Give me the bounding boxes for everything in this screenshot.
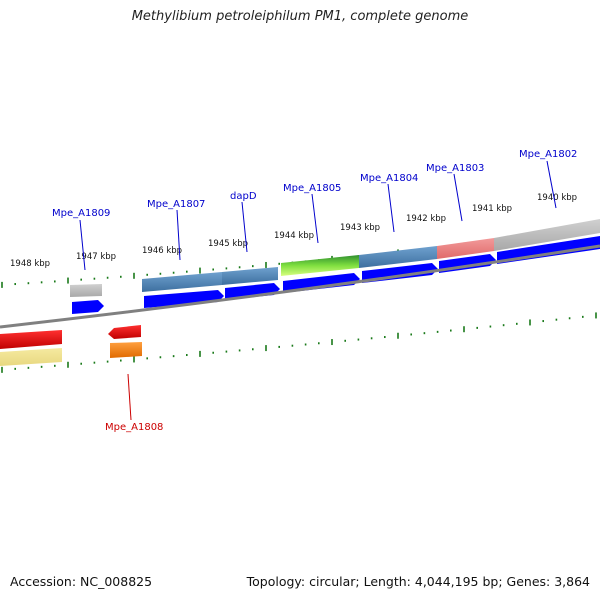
lower-scale-ticks — [1, 312, 597, 373]
kbp-label-1943: 1943 kbp — [340, 223, 380, 233]
gene-labels: Mpe_A1809 Mpe_A1807 dapD Mpe_A1805 Mpe_A… — [52, 149, 577, 433]
kbp-label-1941: 1941 kbp — [472, 204, 512, 214]
gene-bar-mpe-a1802 — [494, 219, 600, 251]
gene-label-mpe-a1805: Mpe_A1805 — [283, 183, 341, 194]
gene-label-mpe-a1808: Mpe_A1808 — [105, 422, 163, 433]
kbp-label-1942: 1942 kbp — [406, 214, 446, 224]
gene-bar-mpe-a1807 — [142, 272, 222, 292]
accession-text: Accession: NC_008825 — [10, 574, 153, 589]
gene-bar-mpe-a1803 — [437, 238, 494, 259]
cds-arrow-mpe-a1809 — [72, 300, 104, 314]
gene-label-dapd: dapD — [230, 191, 257, 202]
gene-label-mpe-a1804: Mpe_A1804 — [360, 173, 418, 184]
cds-arrow-mpe-a1808 — [108, 325, 141, 339]
kbp-label-1948: 1948 kbp — [10, 259, 50, 269]
gene-bar-reverse-left — [0, 330, 62, 349]
gene-label-mpe-a1803: Mpe_A1803 — [426, 163, 484, 174]
kbp-label-1945: 1945 kbp — [208, 239, 248, 249]
gene-bar-dapd — [222, 267, 278, 285]
kbp-label-1946: 1946 kbp — [142, 246, 182, 256]
kbp-label-1947: 1947 kbp — [76, 252, 116, 262]
gene-bar-mpe-a1809 — [70, 284, 102, 297]
kbp-labels: 1948 kbp 1947 kbp 1946 kbp 1945 kbp 1944… — [10, 193, 577, 269]
gene-bar-mpe-a1804 — [359, 246, 437, 268]
gene-feature-track — [0, 219, 600, 366]
gene-bar-reverse-left-lower — [0, 348, 62, 366]
kbp-label-1944: 1944 kbp — [274, 231, 314, 241]
label-callouts — [79, 160, 557, 421]
cds-arrow-mpe-a1807 — [144, 290, 224, 308]
gene-label-mpe-a1807: Mpe_A1807 — [147, 199, 205, 210]
page-title: Methylibium petroleiphilum PM1, complete… — [131, 9, 469, 24]
gene-bar-mpe-a1805 — [281, 255, 359, 276]
backbone-lower — [0, 244, 600, 329]
gene-label-mpe-a1809: Mpe_A1809 — [52, 208, 110, 219]
gene-label-mpe-a1802: Mpe_A1802 — [519, 149, 577, 160]
gene-bar-mpe-a1808 — [110, 342, 142, 358]
cds-reverse-strand — [108, 325, 141, 339]
kbp-label-1940: 1940 kbp — [537, 193, 577, 203]
genome-summary-text: Topology: circular; Length: 4,044,195 bp… — [246, 574, 590, 589]
genome-backbone — [0, 244, 600, 329]
